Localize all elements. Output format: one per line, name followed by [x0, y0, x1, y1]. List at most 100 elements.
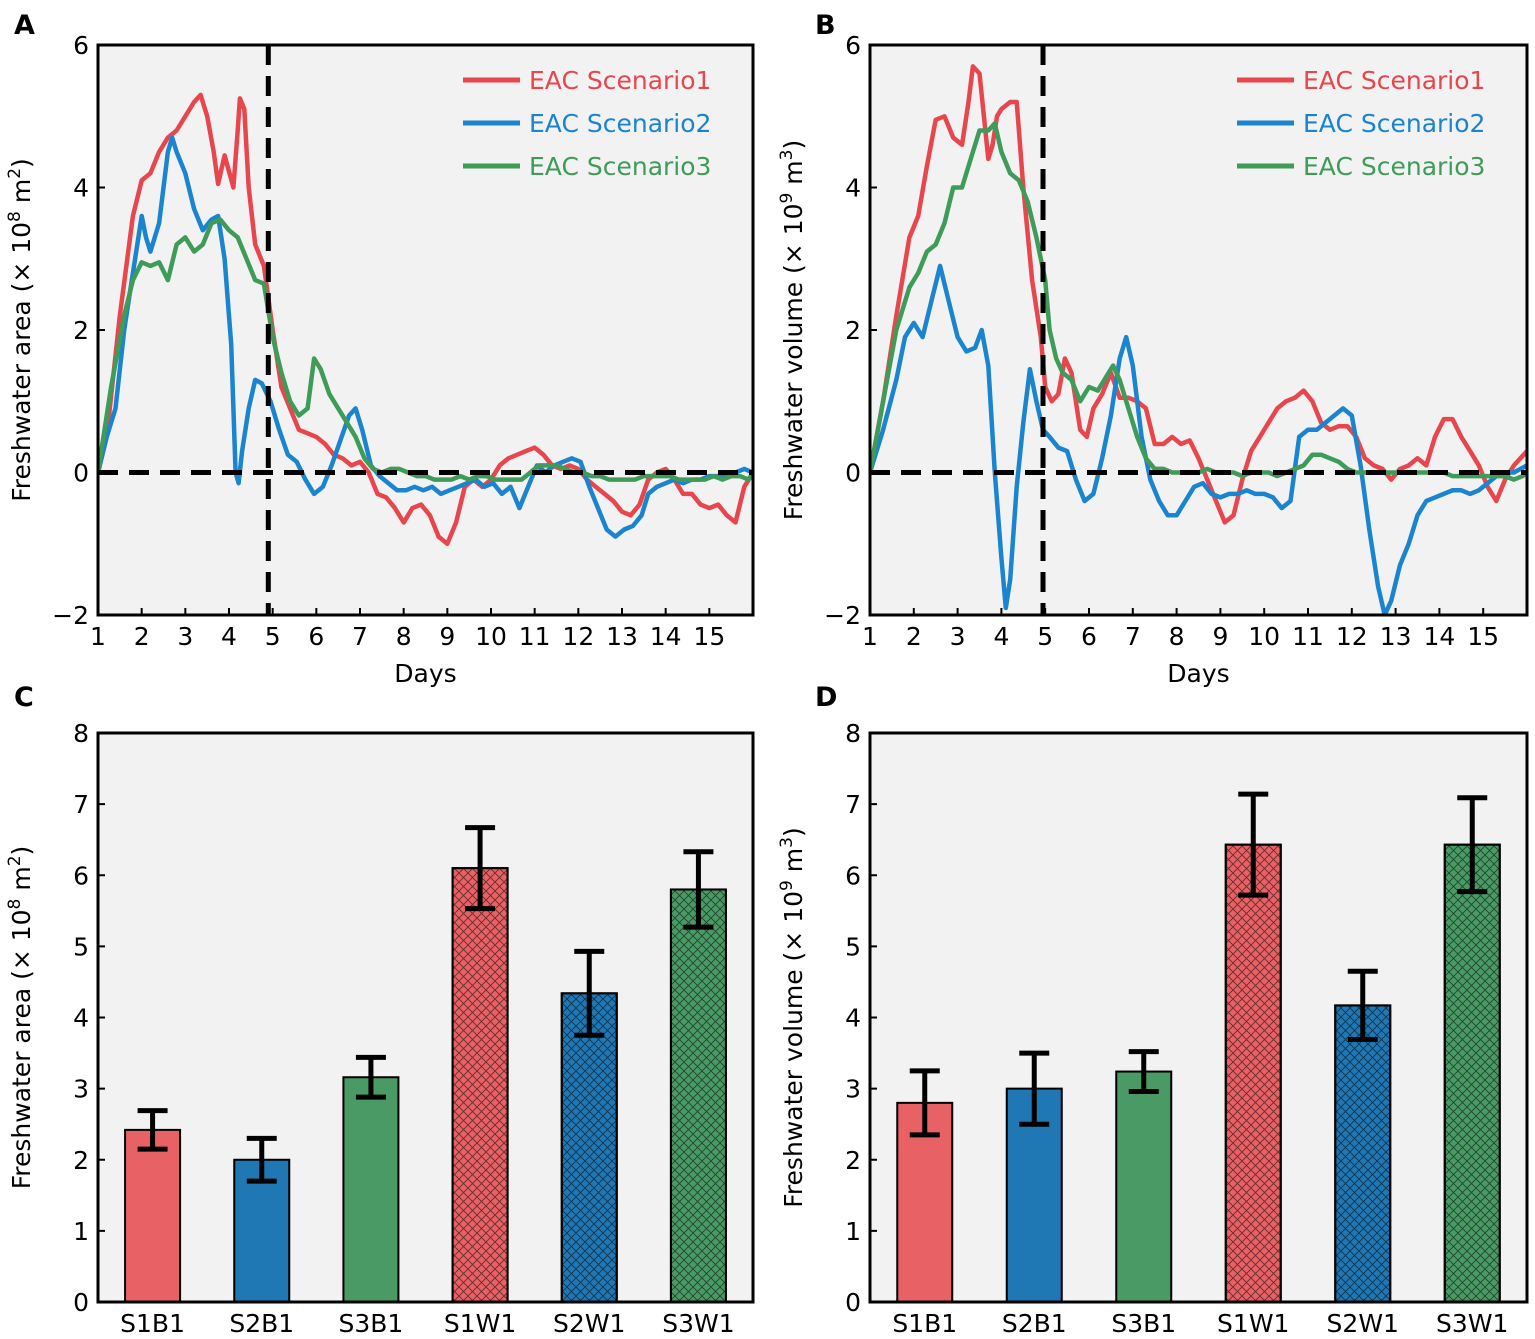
x-tick-label: 11: [519, 622, 551, 651]
x-tick-label: 3: [950, 622, 966, 651]
y-tick-label: 7: [845, 790, 861, 819]
x-tick-label: 6: [308, 622, 324, 651]
x-tick-label: 9: [1212, 622, 1228, 651]
x-tick-label: 4: [221, 622, 237, 651]
y-tick-label: 4: [845, 1004, 861, 1033]
y-tick-label: 8: [73, 719, 89, 748]
error-bar-s1b1: [137, 1108, 168, 1152]
x-tick-label: S3B1: [338, 1309, 403, 1338]
y-tick-label: 3: [73, 1075, 89, 1104]
bar-hatch-s2w1: [560, 992, 618, 1303]
x-tick-label: 7: [1125, 622, 1141, 651]
x-axis-label: Days: [1167, 659, 1229, 688]
panel-letter: C: [14, 682, 34, 713]
y-axis-label-main: Freshwater volume (× 10: [779, 203, 808, 520]
bar-hatch-s2w1: [1334, 1004, 1392, 1303]
y-axis-label: Freshwater area (× 108 m2): [5, 846, 36, 1190]
y-tick-label: 1: [73, 1217, 89, 1246]
y-axis-label-unit-exponent: 3: [777, 150, 797, 161]
x-tick-label: S1W1: [1217, 1309, 1289, 1338]
y-axis-label-unit: m: [7, 179, 36, 211]
panel-letter: D: [815, 682, 837, 713]
plot-area: [98, 45, 753, 615]
y-tick-label: 4: [73, 174, 89, 203]
y-tick-label: 6: [845, 31, 861, 60]
panel-letter: B: [815, 10, 836, 41]
y-tick-label: −2: [52, 601, 89, 630]
bar-s1b1: [124, 1128, 182, 1303]
x-tick-label: 1: [90, 622, 106, 651]
x-axis-label: Days: [394, 659, 456, 688]
y-axis-label-close: ): [779, 827, 808, 837]
y-tick-label: 4: [73, 1004, 89, 1033]
plot-frame: [96, 731, 755, 1304]
y-tick-label: 6: [73, 861, 89, 890]
y-axis-label: Freshwater area (× 108 m2): [5, 158, 36, 502]
x-tick-label: 14: [1423, 622, 1455, 651]
plot-background: [870, 733, 1527, 1302]
error-bar-s1b1: [909, 1068, 940, 1138]
error-bar-s2b1: [1019, 1050, 1050, 1127]
x-tick-label: 8: [1169, 622, 1185, 651]
y-axis-label-exponent: 9: [777, 193, 797, 204]
y-axis-label-exponent: 9: [777, 880, 797, 891]
error-bar-s2w1: [574, 948, 605, 1038]
series-line-scenario1: [870, 64, 1527, 525]
x-tick-label: 4: [993, 622, 1009, 651]
legend: EAC Scenario1 EAC Scenario2 EAC Scenario3: [463, 66, 711, 181]
x-tick-label: S1B1: [120, 1309, 185, 1338]
y-tick-label: 5: [73, 932, 89, 961]
y-axis-label-close: ): [7, 846, 36, 856]
y-axis-label-main: Freshwater volume (× 10: [779, 891, 808, 1208]
bar-hatch-s3w1: [669, 888, 727, 1303]
error-bar-s2w1: [1347, 968, 1378, 1043]
x-tick-label: S2W1: [553, 1309, 625, 1338]
series-line-scenario3: [98, 217, 753, 482]
series-line-scenario1: [98, 92, 753, 547]
y-axis-label-exponent: 8: [5, 211, 25, 222]
y-axis-label: Freshwater volume (× 109 m3): [777, 140, 808, 520]
x-tick-label: 7: [352, 622, 368, 651]
y-axis-label-close: ): [779, 140, 808, 150]
y-axis-label-unit: m: [7, 866, 36, 898]
x-tick-label: 1: [862, 622, 878, 651]
x-tick-label: 8: [396, 622, 412, 651]
y-axis-label-unit: m: [779, 848, 808, 880]
x-tick-label: 15: [1467, 622, 1499, 651]
plot-frame: [868, 43, 1529, 617]
x-tick-label: 2: [906, 622, 922, 651]
x-tick-label: S2W1: [1327, 1309, 1399, 1338]
y-tick-label: 0: [73, 459, 89, 488]
x-tick-label: 5: [265, 622, 281, 651]
y-axis-label-close: ): [7, 158, 36, 168]
y-axis-label-main: Freshwater area (× 10: [7, 222, 36, 502]
y-tick-label: −2: [824, 601, 861, 630]
x-tick-label: S2B1: [1002, 1309, 1067, 1338]
y-tick-label: 0: [845, 1288, 861, 1317]
x-tick-label: 13: [1380, 622, 1412, 651]
x-tick-label: S3W1: [662, 1309, 734, 1338]
y-tick-label: 1: [845, 1217, 861, 1246]
legend-label-scenario3: EAC Scenario3: [529, 152, 711, 181]
x-tick-label: S1B1: [892, 1309, 957, 1338]
y-axis-label-exponent: 8: [5, 899, 25, 910]
plot-background: [98, 733, 753, 1302]
error-bar-s3w1: [1457, 795, 1488, 895]
x-tick-label: 11: [1292, 622, 1324, 651]
legend-label-scenario2: EAC Scenario2: [529, 109, 711, 138]
plot-background: [98, 45, 753, 615]
bar-s3b1: [1115, 1070, 1173, 1304]
x-tick-label: 12: [562, 622, 594, 651]
error-bar-s1w1: [1238, 791, 1269, 898]
y-tick-label: 3: [845, 1075, 861, 1104]
x-tick-label: S2B1: [229, 1309, 294, 1338]
x-tick-label: 2: [134, 622, 150, 651]
x-tick-label: S1W1: [444, 1309, 516, 1338]
y-tick-label: 4: [845, 174, 861, 203]
y-tick-label: 6: [845, 861, 861, 890]
x-tick-label: 5: [1037, 622, 1053, 651]
